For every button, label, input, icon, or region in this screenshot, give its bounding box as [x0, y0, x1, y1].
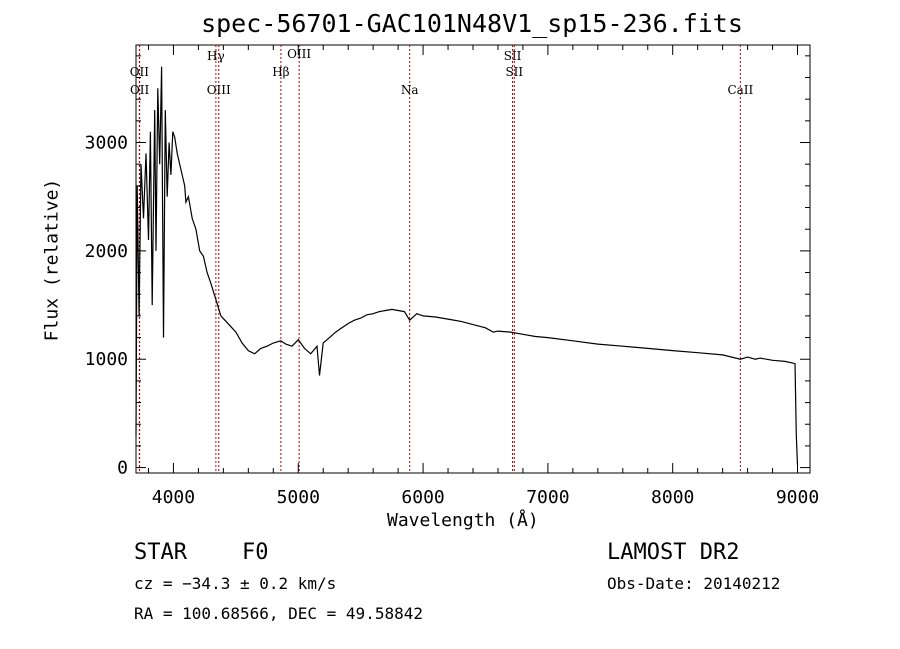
x-tick-label: 7000: [526, 487, 569, 508]
emission-line-label: OII: [130, 65, 150, 79]
y-tick-label: 0: [117, 458, 128, 479]
emission-line-label: CaII: [727, 83, 753, 97]
x-tick-label: 5000: [277, 487, 320, 508]
observation-date: Obs-Date: 20140212: [607, 574, 781, 593]
x-axis-label: Wavelength (Å): [387, 510, 539, 531]
emission-line-label: Hβ: [272, 65, 289, 79]
emission-line-label: SII: [504, 49, 522, 63]
emission-line-label: OIII: [287, 47, 311, 61]
plot-area: [135, 44, 811, 474]
emission-line-label: OII: [130, 83, 150, 97]
redshift-cz: cz = −34.3 ± 0.2 km/s: [134, 574, 337, 593]
emission-line-label: SII: [505, 65, 523, 79]
emission-line-label: Hγ: [207, 49, 225, 63]
emission-lines: OII OII Hγ OIII Hβ OIII Na SII SII CaII: [130, 45, 754, 473]
axis-ticks: 4000 5000 6000 7000 8000 9000 0 1000 2000 3000: [85, 45, 819, 508]
y-tick-label: 3000: [85, 133, 128, 154]
spectrum-line: [135, 66, 799, 466]
chart-title: spec-56701-GAC101N48V1_sp15-236.fits: [201, 9, 743, 38]
x-tick-label: 8000: [651, 487, 694, 508]
x-tick-label: 6000: [401, 487, 444, 508]
spectrum-series: [135, 66, 799, 466]
spectral-subclass: F0: [242, 540, 269, 565]
y-axis-label: Flux (relative): [41, 178, 63, 342]
plot-border: [135, 44, 811, 474]
object-class: STAR: [134, 540, 187, 565]
emission-line-label: OIII: [207, 83, 231, 97]
x-tick-label: 4000: [152, 487, 195, 508]
x-tick-label: 9000: [776, 487, 819, 508]
emission-line-label: Na: [401, 83, 419, 97]
coordinates: RA = 100.68566, DEC = 49.58842: [134, 604, 423, 623]
y-tick-label: 1000: [85, 349, 128, 370]
survey-name: LAMOST DR2: [607, 540, 740, 565]
y-tick-label: 2000: [85, 241, 128, 262]
